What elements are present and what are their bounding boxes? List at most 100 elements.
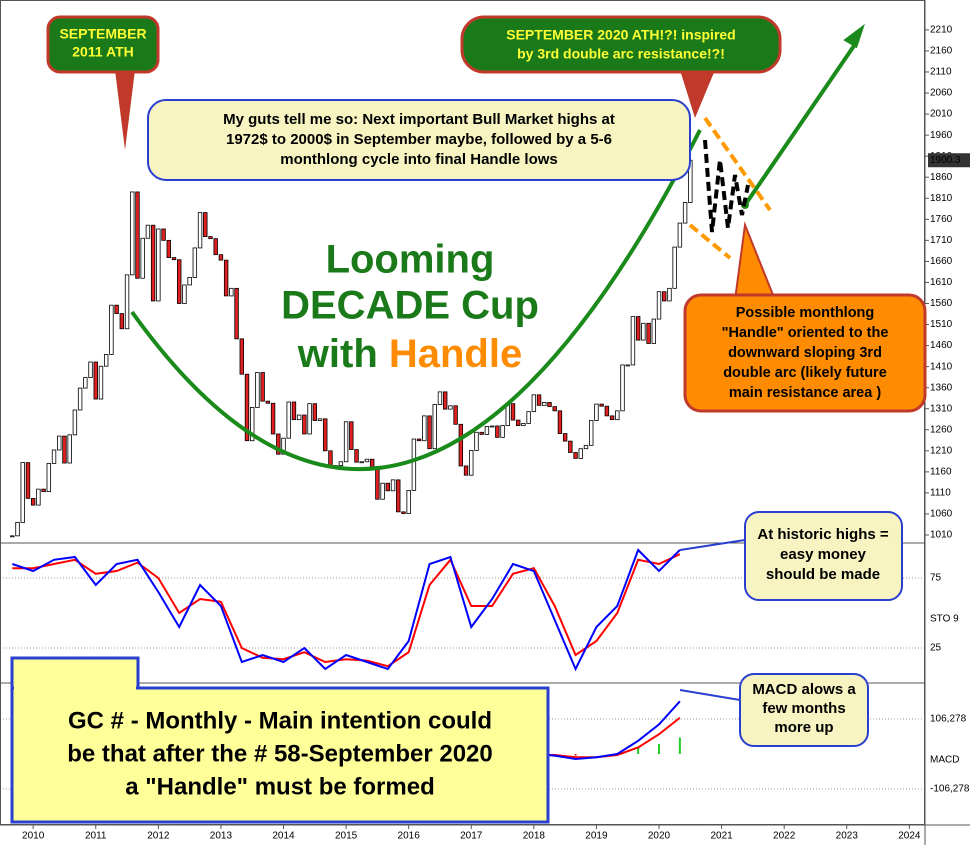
y-tick-label: 75 — [930, 573, 942, 584]
annotation-text: few months — [762, 700, 845, 717]
y-tick-label: 25 — [930, 643, 942, 654]
cup-text-part: with — [297, 332, 389, 376]
candle-body — [203, 212, 208, 237]
candle-body — [469, 449, 474, 476]
annotation-text: a "Handle" must be formed — [125, 773, 434, 800]
candle-body — [442, 391, 448, 410]
candle-body — [380, 482, 385, 500]
candle-body — [229, 287, 234, 297]
y-tick-label: 1760 — [930, 214, 953, 225]
candle-body — [484, 426, 490, 435]
candle-body — [375, 466, 380, 500]
candle-body — [583, 444, 589, 450]
callout-2020 — [460, 15, 782, 118]
candle-body — [208, 236, 213, 240]
candle-body — [265, 400, 271, 404]
annotation-text: GC # - Monthly - Main intention could — [68, 707, 492, 734]
cup-text: DECADE Cup — [281, 284, 539, 328]
candle-body — [130, 191, 135, 276]
candle-body — [354, 449, 359, 463]
y-tick-label: -106,278 — [930, 784, 970, 795]
candle-body — [359, 461, 364, 464]
candle-body — [213, 238, 218, 256]
candle-body — [135, 191, 140, 279]
annotation-text: My guts tell me so: Next important Bull … — [223, 111, 615, 128]
candle-body — [401, 511, 406, 514]
panel-label: STO 9 — [930, 614, 959, 625]
candle-body — [187, 276, 192, 286]
candle-body — [427, 415, 432, 450]
candle-body — [239, 338, 244, 375]
candle-body — [437, 391, 443, 405]
x-tick-label: 2012 — [147, 831, 170, 842]
y-tick-label: 1510 — [930, 319, 953, 330]
candle-body — [276, 433, 281, 455]
cup-text: with Handle — [297, 332, 522, 376]
candle-body — [218, 254, 224, 261]
candle-body — [641, 322, 646, 341]
candle-body — [589, 420, 594, 446]
candle-body — [10, 535, 15, 538]
candle-body — [453, 405, 458, 425]
last-price: 1900.3 — [930, 155, 961, 166]
candle-body — [119, 313, 125, 330]
candle-body — [557, 410, 563, 434]
candle-body — [291, 401, 297, 421]
candle-body — [286, 401, 291, 439]
y-tick-label: 1460 — [930, 340, 953, 351]
candle-body — [510, 403, 516, 421]
callout-handle — [683, 221, 927, 413]
annotation-text: "Handle" oriented to the — [722, 325, 889, 341]
x-tick-label: 2016 — [398, 831, 421, 842]
candle-body — [234, 287, 239, 340]
candle-body — [479, 431, 484, 435]
y-tick-label: 1010 — [930, 530, 953, 541]
y-tick-label: 1560 — [930, 298, 953, 309]
y-tick-label: 2210 — [930, 25, 953, 36]
y-tick-label: 1410 — [930, 361, 953, 372]
candle-body — [604, 405, 610, 417]
candle-body — [140, 237, 145, 279]
green-arrow — [743, 38, 860, 207]
y-tick-label: 2160 — [930, 46, 953, 57]
last-price-box — [928, 153, 970, 168]
candle-body — [307, 403, 312, 435]
annotation-text: SEPTEMBER 2020 ATH!?! inspired — [506, 27, 735, 43]
y-tick-label: 2060 — [930, 88, 953, 99]
candle-body — [93, 361, 98, 400]
candle-body — [489, 425, 495, 428]
y-tick-label: 1810 — [930, 193, 953, 204]
histogram-bar — [637, 747, 640, 754]
annotation-text: double arc (likely future — [723, 365, 887, 381]
candle-body — [260, 372, 265, 402]
candle-body — [72, 409, 78, 436]
candle-body — [317, 418, 323, 421]
annotation-text: MACD alows a — [752, 681, 856, 698]
candle-body — [500, 425, 505, 438]
x-tick-label: 2018 — [523, 831, 546, 842]
panel-label: MACD — [930, 755, 959, 766]
x-tick-label: 2015 — [335, 831, 358, 842]
candle-body — [77, 387, 83, 411]
candle-body — [516, 419, 521, 426]
candle-body — [41, 488, 46, 493]
candle-body — [270, 402, 276, 435]
annotation-text: monthlong cycle into final Handle lows — [280, 151, 558, 168]
candle-body — [662, 291, 667, 302]
indicator-line — [11, 548, 681, 672]
candle-body — [677, 222, 683, 248]
candle-body — [615, 410, 620, 421]
candle-body — [547, 402, 552, 408]
candle-body — [526, 411, 531, 424]
callout-main — [10, 656, 550, 824]
candle-body — [432, 404, 437, 450]
y-tick-label: 2010 — [930, 109, 953, 120]
candle-body — [62, 435, 67, 464]
candle-body — [197, 212, 203, 249]
candle-body — [495, 425, 500, 438]
candle-body — [458, 423, 464, 467]
candle-body — [192, 247, 198, 278]
callout-2011 — [46, 15, 160, 150]
candle-body — [651, 318, 657, 344]
candle-body — [103, 354, 109, 367]
